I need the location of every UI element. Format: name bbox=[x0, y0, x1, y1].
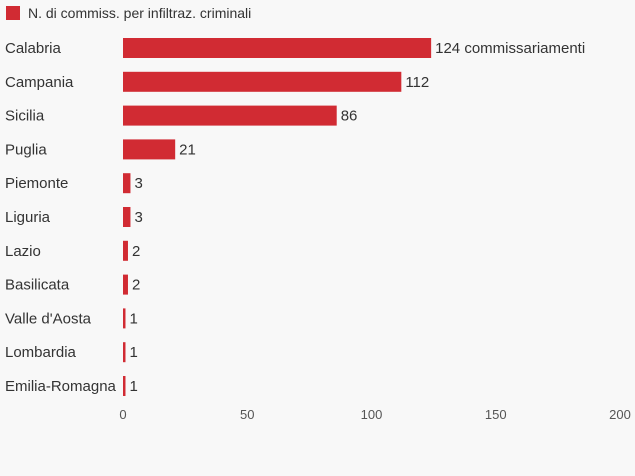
category-labels: Calabria Campania Sicilia Puglia Piemonte Lig… bbox=[5, 40, 117, 395]
bar-basilicata[interactable] bbox=[123, 274, 128, 295]
value-label-puglia: 21 bbox=[179, 141, 196, 158]
bar-sicilia[interactable] bbox=[123, 105, 337, 126]
value-label-lombardia: 1 bbox=[129, 344, 137, 361]
value-label-liguria: 3 bbox=[134, 209, 142, 226]
x-tick-150: 150 bbox=[485, 407, 507, 422]
bar-campania[interactable] bbox=[123, 71, 402, 92]
value-label-valle-d-aosta: 1 bbox=[129, 310, 137, 327]
bar-liguria[interactable] bbox=[123, 207, 131, 227]
category-label-basilicata: Basilicata bbox=[5, 277, 70, 294]
bar-lazio[interactable] bbox=[123, 240, 128, 261]
value-label-campania: 112 bbox=[405, 74, 429, 91]
x-tick-50: 50 bbox=[240, 407, 254, 422]
x-axis-ticks: 0 50 100 150 200 bbox=[119, 407, 630, 422]
category-label-emilia-romagna: Emilia-Romagna bbox=[5, 378, 117, 395]
category-label-campania: Campania bbox=[5, 74, 74, 91]
value-label-sicilia: 86 bbox=[341, 108, 358, 125]
value-label-piemonte: 3 bbox=[134, 175, 142, 192]
legend: N. di commiss. per infiltraz. criminali bbox=[6, 5, 251, 21]
bar-calabria[interactable] bbox=[123, 38, 432, 58]
value-label-calabria: 124 commissariamenti bbox=[435, 40, 585, 57]
category-label-lazio: Lazio bbox=[5, 243, 41, 260]
category-label-valle-d-aosta: Valle d'Aosta bbox=[5, 310, 92, 327]
category-label-calabria: Calabria bbox=[5, 40, 62, 57]
legend-label: N. di commiss. per infiltraz. criminali bbox=[28, 5, 251, 21]
bars bbox=[123, 38, 432, 396]
value-label-basilicata: 2 bbox=[132, 277, 140, 294]
category-label-piemonte: Piemonte bbox=[5, 175, 68, 192]
legend-swatch bbox=[6, 6, 20, 20]
value-label-emilia-romagna: 1 bbox=[129, 378, 137, 395]
category-label-sicilia: Sicilia bbox=[5, 108, 45, 125]
bar-lombardia[interactable] bbox=[123, 342, 126, 363]
bar-puglia[interactable] bbox=[123, 139, 176, 160]
bar-valle-d-aosta[interactable] bbox=[123, 308, 126, 329]
category-label-liguria: Liguria bbox=[5, 209, 51, 226]
category-label-lombardia: Lombardia bbox=[5, 344, 77, 361]
value-label-lazio: 2 bbox=[132, 243, 140, 260]
x-tick-200: 200 bbox=[609, 407, 631, 422]
x-tick-100: 100 bbox=[361, 407, 383, 422]
bar-piemonte[interactable] bbox=[123, 173, 131, 194]
bar-emilia-romagna[interactable] bbox=[123, 376, 126, 396]
category-label-puglia: Puglia bbox=[5, 141, 47, 158]
x-tick-0: 0 bbox=[119, 407, 126, 422]
